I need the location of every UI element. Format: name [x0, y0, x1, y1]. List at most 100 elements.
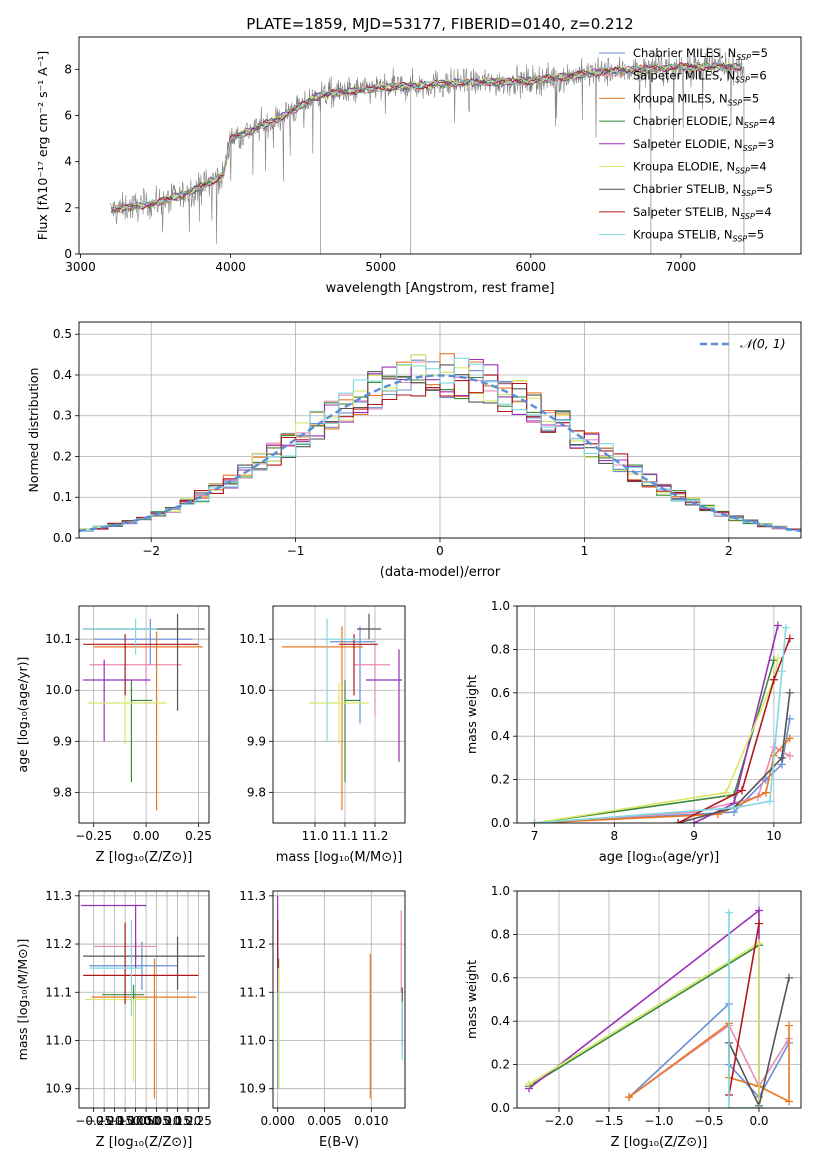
- x-tick-label: 6000: [516, 260, 547, 274]
- y-tick-label: 0.3: [53, 409, 72, 423]
- mass-weight-marker: [773, 621, 782, 630]
- mass-weight-marker: [769, 675, 778, 684]
- x-tick-label: −2: [142, 544, 160, 558]
- x-tick-label: 10: [766, 829, 781, 843]
- y-tick-label: 11.2: [239, 937, 266, 951]
- plot-area-residuals: [79, 353, 801, 533]
- y-tick-label: 10.9: [239, 1082, 266, 1096]
- y-tick-label: 9.9: [53, 734, 72, 748]
- legend-entry-label: Kroupa MILES, NSSP=5: [633, 91, 759, 107]
- y-tick-label: 8: [64, 62, 72, 76]
- mass-weight-marker: [755, 906, 763, 915]
- plot-area-spectrum: [110, 47, 745, 254]
- axes-spectrum: 3000 4000 5000 6000 7000 0 2 4 6 8 wavelength [Ang…: [35, 36, 802, 296]
- plot-area-mass_weight_vs_age: [530, 621, 794, 823]
- plot-area-age_vs_mass: [282, 613, 402, 811]
- x-axis-label: Z [log₁₀(Z/Z⊙)]: [96, 850, 193, 865]
- y-tick-label: 0.0: [53, 531, 72, 545]
- axes-frame: [272, 605, 406, 824]
- axes-age_vs_mass: 11.0 11.1 11.2 9.8 9.9 10.0 10.1 mass [log₁₀(M/…: [239, 605, 406, 865]
- x-tick-label: −0.20: [86, 1114, 123, 1128]
- mass-weight-marker: [530, 819, 539, 823]
- y-axis-label: mass [log₁₀(M/M⊙)]: [15, 939, 30, 1061]
- y-axis-label: mass weight: [464, 960, 479, 1039]
- y-tick-label: 0.8: [491, 927, 510, 941]
- mass-weight-marker: [690, 819, 699, 823]
- y-tick-label: 11.3: [239, 889, 266, 903]
- y-axis-label: Flux [fλ10⁻¹⁷ erg cm⁻² s⁻¹ A⁻¹]: [35, 51, 50, 240]
- y-tick-label: 9.8: [247, 785, 266, 799]
- x-tick-label: 0.000: [261, 1114, 295, 1128]
- mass-weight-marker: [625, 1093, 633, 1102]
- x-axis-label: Z [log₁₀(Z/Z⊙)]: [96, 1135, 193, 1150]
- x-tick-label: 2: [725, 544, 733, 558]
- x-tick-label: 7: [531, 829, 539, 843]
- x-tick-label: 7000: [666, 260, 697, 274]
- legend-entry-label: Chabrier STELIB, NSSP=5: [633, 182, 773, 198]
- mass-weight-marker: [785, 1097, 793, 1106]
- mass-weight-line: [534, 660, 775, 823]
- x-axis-label: wavelength [Angstrom, rest frame]: [326, 281, 555, 296]
- axes-frame: [78, 321, 802, 539]
- mass-weight-marker: [725, 1104, 733, 1108]
- x-tick-label: −1: [287, 544, 305, 558]
- legend-entry-label: Kroupa ELODIE, NSSP=4: [633, 160, 767, 176]
- y-tick-label: 6: [64, 108, 72, 122]
- x-tick-label: −0.25: [75, 1114, 112, 1128]
- mass-weight-marker: [765, 797, 774, 806]
- y-tick-label: 11.1: [239, 985, 266, 999]
- y-tick-label: 0.0: [491, 816, 510, 830]
- y-tick-label: 0.5: [53, 327, 72, 341]
- x-tick-label: 0.20: [175, 1114, 202, 1128]
- y-tick-label: 11.0: [45, 1033, 72, 1047]
- x-axis-label: (data-model)/error: [380, 565, 501, 580]
- model-spectrum-line: [111, 62, 743, 211]
- x-tick-label: −2.0: [544, 1114, 573, 1128]
- mass-weight-line: [728, 923, 760, 1096]
- y-tick-label: 0.6: [491, 686, 510, 700]
- mass-weight-line: [677, 692, 791, 823]
- y-tick-label: 10.0: [239, 683, 266, 697]
- mass-weight-line: [628, 1024, 790, 1098]
- mass-weight-marker: [725, 908, 733, 917]
- mass-weight-marker: [755, 919, 763, 928]
- mass-weight-marker: [761, 788, 770, 797]
- legend-entry-label: Chabrier ELODIE, NSSP=4: [633, 114, 775, 130]
- mass-weight-line: [628, 1021, 790, 1103]
- y-tick-label: 1.0: [491, 884, 510, 898]
- plot-area-mass_vs_Z: [81, 904, 205, 1099]
- x-tick-label: 8: [611, 829, 619, 843]
- y-tick-label: 0.6: [491, 971, 510, 985]
- model-spectrum-line: [111, 62, 743, 212]
- y-tick-label: 11.2: [45, 937, 72, 951]
- plot-area-mass_weight_vs_Z: [525, 906, 793, 1108]
- mass-weight-line: [677, 638, 791, 823]
- y-tick-label: 0.4: [491, 1014, 510, 1028]
- y-tick-label: 0: [64, 247, 72, 261]
- y-tick-label: 0.2: [53, 449, 72, 463]
- y-axis-label: mass weight: [464, 675, 479, 754]
- y-tick-label: 0.2: [491, 773, 510, 787]
- x-tick-label: 0.010: [354, 1114, 388, 1128]
- x-tick-label: 11.2: [362, 829, 389, 843]
- x-tick-label: −0.10: [107, 1114, 144, 1128]
- x-tick-label: 3000: [65, 260, 96, 274]
- x-axis-label: mass [log₁₀(M/M⊙)]: [276, 850, 403, 865]
- y-tick-label: 10.9: [45, 1082, 72, 1096]
- y-tick-label: 11.3: [45, 889, 72, 903]
- x-tick-label: −0.15: [96, 1114, 133, 1128]
- axes-frame: [272, 890, 406, 1109]
- mass-weight-marker: [781, 623, 790, 632]
- y-tick-label: 10.0: [45, 683, 72, 697]
- y-axis-label: age [log₁₀(age/yr)]: [15, 657, 30, 773]
- axes-mass_weight_vs_age: 7 8 9 10 0.0 0.2 0.4 0.6 0.8 1.0 age [log₁₀(age/yr…: [464, 599, 802, 865]
- x-tick-label: 0.00: [133, 829, 160, 843]
- mass-weight-marker: [729, 803, 738, 812]
- x-tick-label: −1.0: [644, 1114, 673, 1128]
- mass-weight-line: [534, 657, 779, 823]
- legend-entry-label: Kroupa STELIB, NSSP=5: [633, 228, 764, 244]
- residual-histogram-line: [79, 374, 801, 531]
- y-axis-label: Normed distribution: [26, 368, 41, 493]
- axes-frame: [516, 605, 802, 824]
